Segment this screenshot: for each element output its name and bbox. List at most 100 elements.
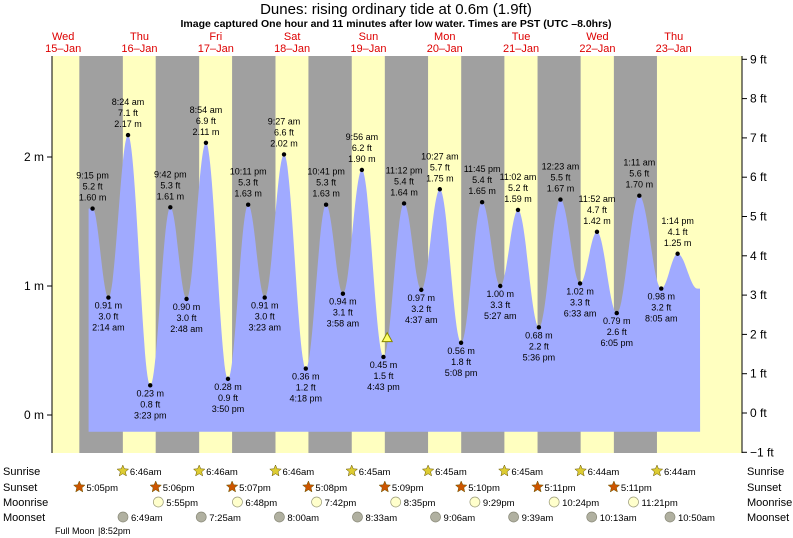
day-date: 15–Jan <box>45 43 81 55</box>
sunset-time: 5:08pm <box>315 483 347 494</box>
tide-label: 7.1 ft <box>118 108 139 118</box>
tide-label: 5.6 ft <box>629 169 650 179</box>
tide-label: 5.4 ft <box>394 176 415 186</box>
tide-point <box>225 376 231 382</box>
sunset-icon <box>149 480 163 493</box>
tide-label: 0.91 m <box>251 301 279 311</box>
moonrise-icon <box>390 496 402 508</box>
tide-label: 0.36 m <box>292 372 320 382</box>
tide-point <box>262 295 267 300</box>
sunset-icon <box>302 480 315 493</box>
tide-label: 2.11 m <box>193 127 220 137</box>
tide-label: 9:56 am <box>346 132 379 142</box>
day-date: 20–Jan <box>427 43 463 55</box>
day-dow: Wed <box>586 31 608 43</box>
day-dow: Sat <box>284 31 301 43</box>
tide-label: 0.9 ft <box>218 393 239 403</box>
tide-label: 1.42 m <box>583 216 611 226</box>
tide-label: 3.0 ft <box>177 313 198 323</box>
tide-label: 5:36 pm <box>523 352 556 362</box>
tide-label: 2.6 ft <box>607 327 628 337</box>
tide-point <box>594 229 600 235</box>
tide-point <box>419 287 424 293</box>
tide-label: 5.3 ft <box>238 178 259 188</box>
tide-label: 1.63 m <box>234 189 262 199</box>
tide-label: 5.7 ft <box>430 162 451 172</box>
day-date: 18–Jan <box>274 43 310 55</box>
moonrise-icon <box>232 496 243 508</box>
sunrise-time: 6:45am <box>511 467 543 478</box>
sunrise-time: 6:44am <box>588 467 620 478</box>
chart-subtitle: Image captured One hour and 11 minutes a… <box>180 18 611 30</box>
moonrise-time: 8:35pm <box>404 498 436 509</box>
tide-point <box>536 325 542 330</box>
tide-label: 0.23 m <box>136 388 164 398</box>
sunset-icon <box>531 480 544 493</box>
tide-label: 0.56 m <box>447 346 475 356</box>
sunrise-icon <box>421 464 435 477</box>
tide-point <box>558 197 563 202</box>
tide-label: 3.1 ft <box>333 308 354 318</box>
left-tick-label: 0 m <box>24 408 44 422</box>
moonset-icon <box>586 511 598 523</box>
moonrise-time: 6:48pm <box>245 498 277 509</box>
right-tick-label: 7 ft <box>750 131 767 145</box>
moonset-time: 7:25am <box>209 513 241 524</box>
moonset-time: 6:49am <box>131 513 163 524</box>
tide-label: 5.5 ft <box>550 173 571 183</box>
tide-point <box>401 201 407 206</box>
moonset-time: 9:39am <box>522 513 554 524</box>
tide-point <box>498 283 503 289</box>
sunrise-time: 6:45am <box>359 467 391 478</box>
tide-point <box>614 310 619 316</box>
row-label-right-moonset: Moonset <box>747 512 789 524</box>
tide-label: 2.2 ft <box>529 341 550 351</box>
tide-label: 2.02 m <box>270 138 298 148</box>
sunrise-icon <box>574 464 587 477</box>
tide-point <box>340 291 346 296</box>
moonrise-time: 7:42pm <box>325 498 357 509</box>
tide-label: 3:50 pm <box>212 404 245 414</box>
moonset-time: 9:06am <box>444 513 476 524</box>
day-dow: Thu <box>130 31 149 43</box>
tide-label: 1.64 m <box>390 187 418 197</box>
sunset-icon <box>607 480 621 493</box>
right-tick-label: 5 ft <box>750 210 767 224</box>
tide-label: 4:43 pm <box>367 382 400 392</box>
tide-point <box>168 205 173 210</box>
moonrise-time: 11:21pm <box>641 498 677 509</box>
moonset-time: 10:13am <box>600 513 637 524</box>
sunset-time: 5:10pm <box>468 483 500 494</box>
row-label-right-sunset: Sunset <box>747 482 781 494</box>
tide-label: 4:18 pm <box>290 394 323 404</box>
tide-area <box>88 135 701 432</box>
day-date: 21–Jan <box>503 43 539 55</box>
tide-point <box>203 140 209 146</box>
tide-label: 1.2 ft <box>296 383 317 393</box>
tide-point <box>479 199 485 205</box>
right-tick-label: 9 ft <box>750 52 767 66</box>
tide-point <box>125 132 131 138</box>
tide-label: 1:11 am <box>623 158 655 168</box>
tide-label: 1.63 m <box>312 189 340 199</box>
day-dow: Thu <box>664 31 683 43</box>
tide-point <box>458 340 464 345</box>
tide-label: 1.00 m <box>486 289 514 299</box>
sunrise-icon <box>269 464 282 477</box>
tide-label: 3:58 am <box>327 319 360 329</box>
tide-label: 6:05 pm <box>600 338 633 348</box>
sunset-icon <box>378 480 392 493</box>
tide-point <box>106 295 111 300</box>
tide-label: 1.02 m <box>566 286 594 296</box>
tide-label: 0.98 m <box>647 292 675 302</box>
tide-label: 4.7 ft <box>587 205 608 215</box>
tide-label: 2:14 am <box>92 323 125 333</box>
tide-label: 0.90 m <box>173 302 201 312</box>
moonset-icon <box>664 511 676 523</box>
row-label-left-sunset: Sunset <box>3 482 37 494</box>
tide-label: 3.2 ft <box>651 303 672 313</box>
right-tick-label: 0 ft <box>750 406 767 420</box>
day-dow: Sun <box>359 31 379 43</box>
sunrise-icon <box>345 464 359 477</box>
tide-label: 12:23 am <box>542 162 580 172</box>
